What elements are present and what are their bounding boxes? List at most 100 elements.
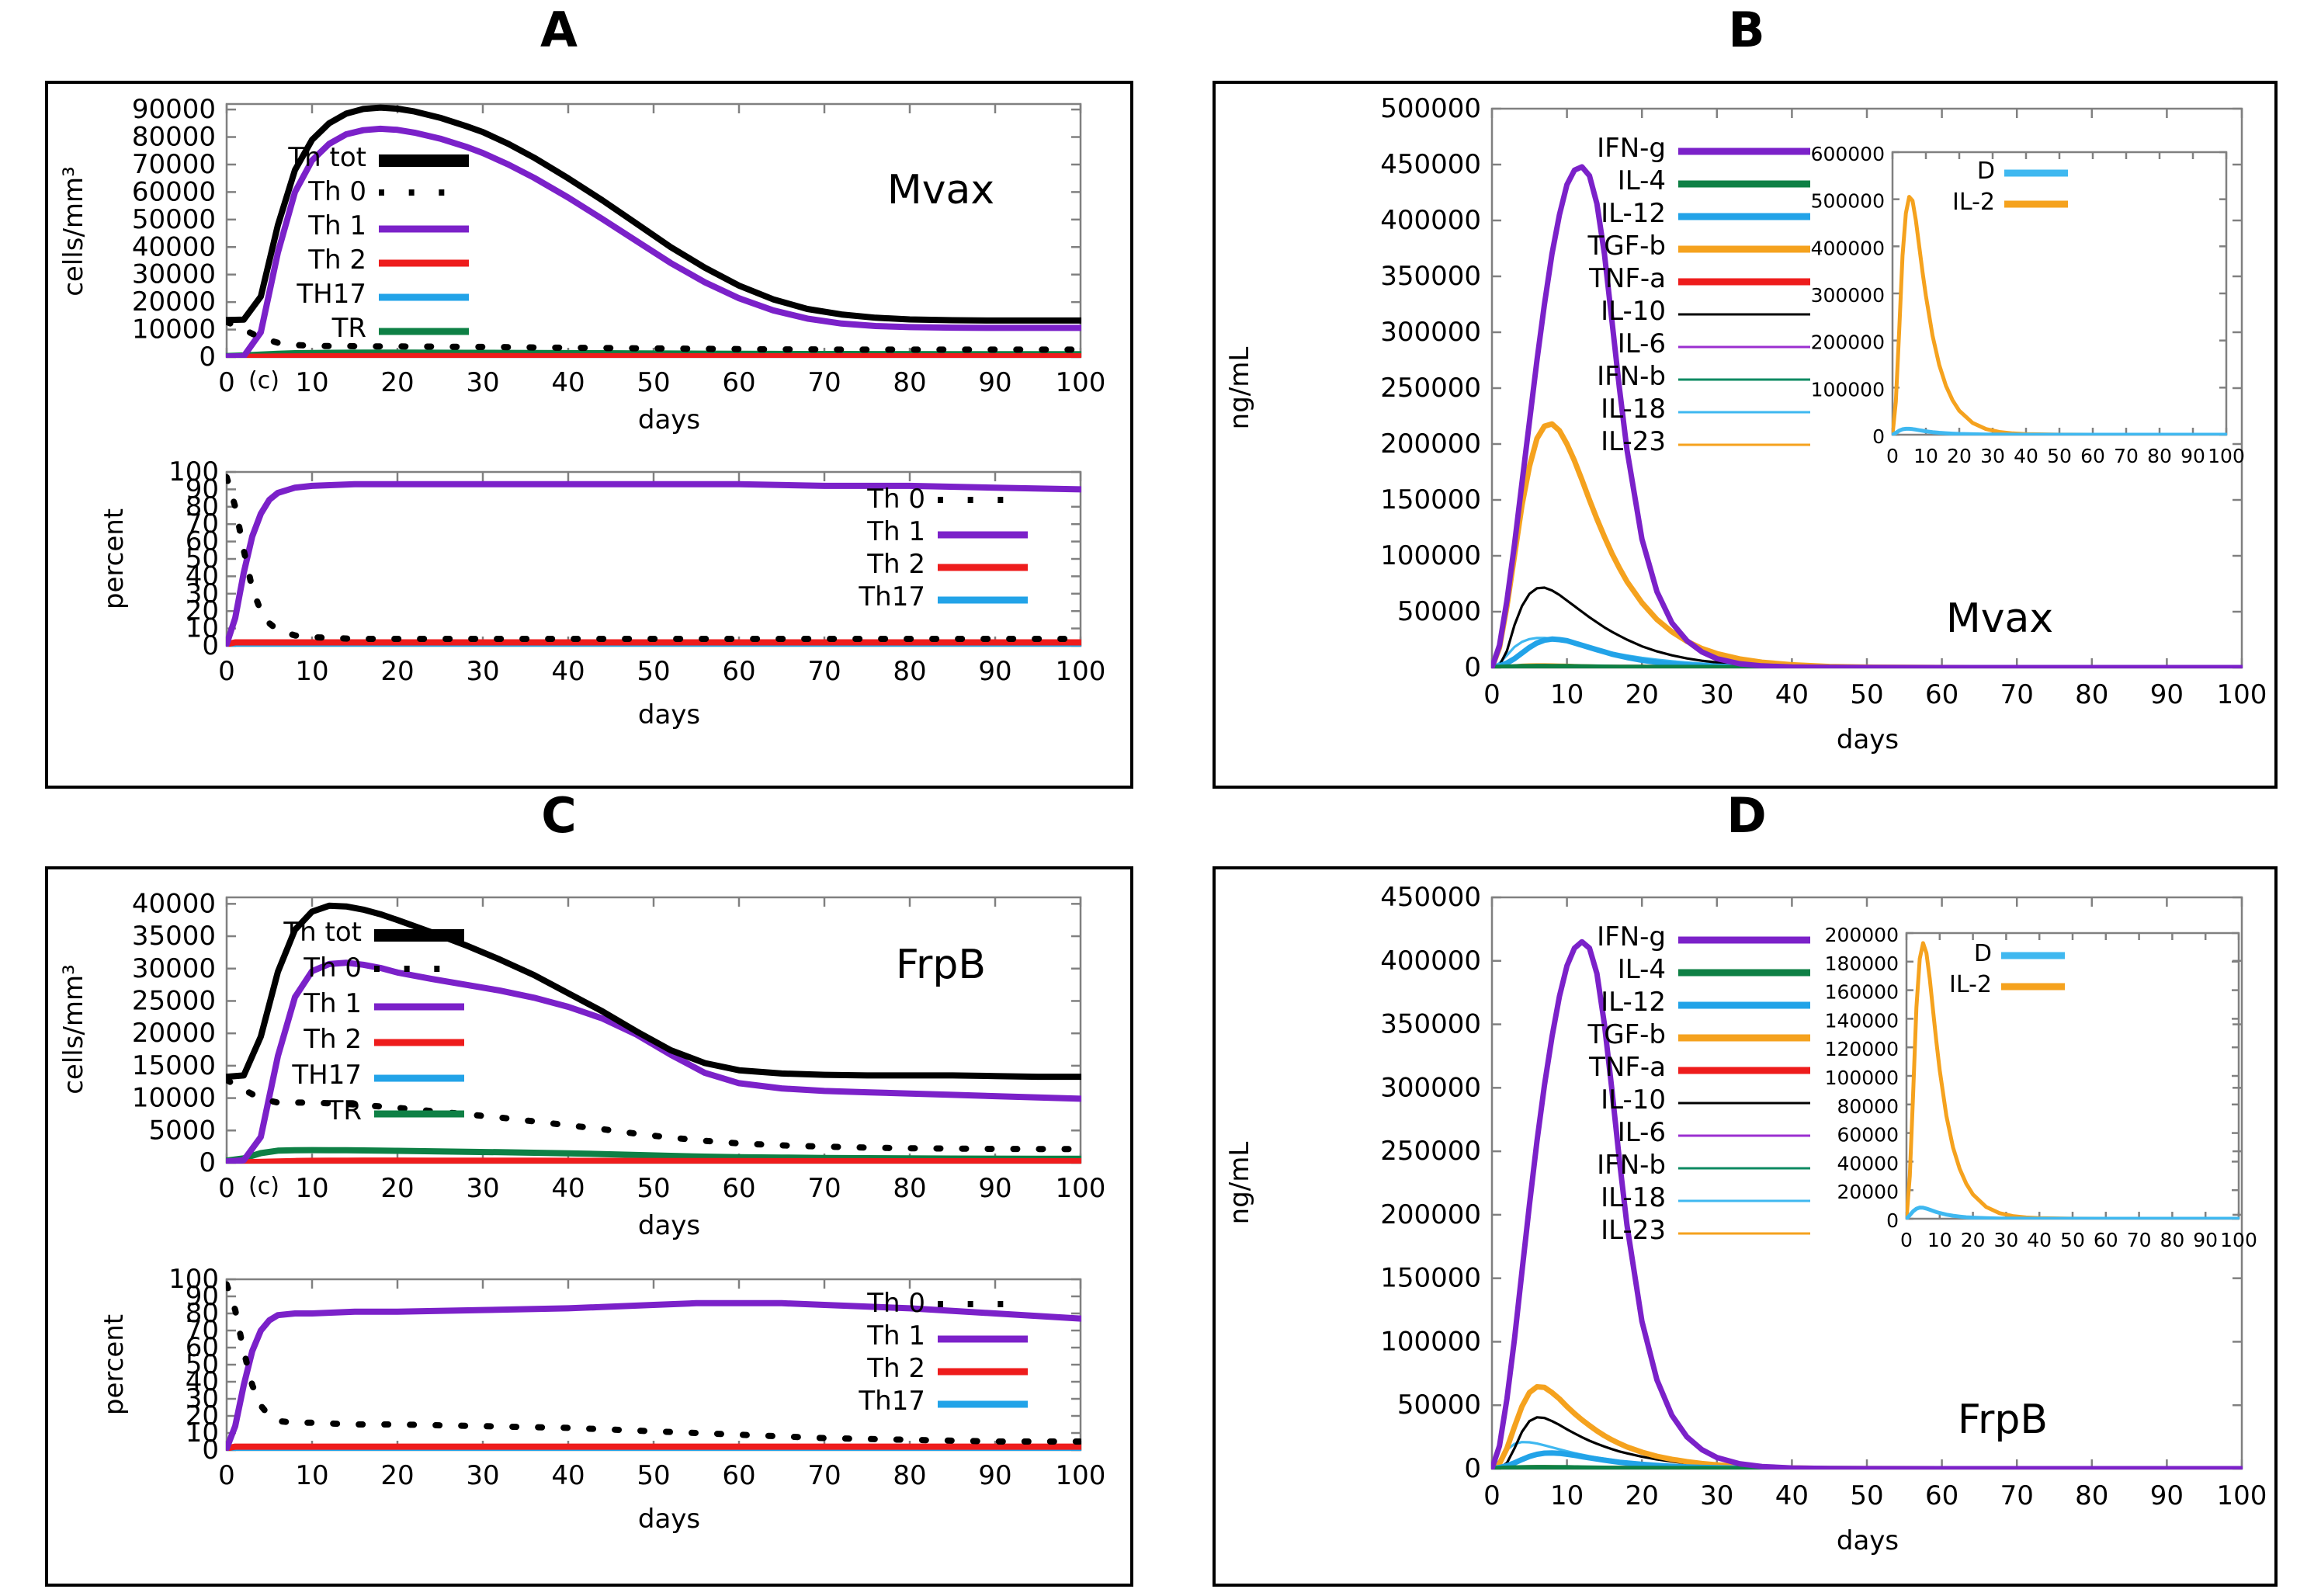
legend-item: IL-23 [1601,1215,1810,1246]
legend-item: Th 2 [307,245,469,276]
panel-d: 0 50000 100000 150000 200000 250000 300000 3500… [1213,866,2278,1587]
y-tick-label: 0 [202,1435,219,1466]
legend-key-dot [374,966,380,972]
frpb-annotation: FrpB [1958,1396,2048,1443]
y-tick-label: 90000 [132,94,216,125]
y-tick-label: 20 [186,1400,219,1431]
y-tick-label: 60 [186,526,219,557]
legend-label: TGF-b [1587,1019,1666,1050]
panel-a: 0 10000 20000 30000 40000 50000 60000 70000 8000… [45,81,1133,789]
x-tick-label: 10 [295,1173,328,1204]
legend-item: TNF-a [1588,1052,1810,1083]
x-tick-label: 40 [1775,1480,1809,1511]
x-tick-label: 10 [295,1460,328,1491]
y-tick-label: 400000 [1811,237,1885,259]
x-tick-label: 0 [1483,679,1500,710]
legend-item: Th17 [858,1386,1028,1417]
legend-item: IL-18 [1601,394,1810,425]
legend-item: Th 0 [307,176,445,207]
x-tick-label: 40 [551,1460,585,1491]
x-tick-label: 30 [466,1460,499,1491]
y-axis-title: percent [99,508,130,609]
legend-item: D [1974,940,2065,967]
y-tick-label: 80000 [132,122,216,153]
legend-item: IL-6 [1618,1117,1810,1148]
legend-key-dot [967,497,973,503]
c-top-legend: Th tot Th 0 Th 1 Th 2 TH17 TR [283,917,464,1126]
curves-group [226,104,1081,358]
x-tick-label: 70 [2114,445,2139,467]
b-main-legend: IFN-gIL-4IL-12TGF-bTNF-aIL-10IL-6IFN-bIL… [1587,133,1810,457]
y-tick-label: 0 [1886,1209,1899,1232]
paren-note: (c) [248,1173,279,1200]
x-tick-label: 100 [2217,1480,2267,1511]
legend-item: IL-10 [1601,296,1810,327]
curves-group [1491,939,2243,1469]
legend-label: IL-12 [1601,198,1666,229]
curve-th-2 [226,639,1081,647]
legend-item: IL-4 [1618,954,1810,985]
y-tick-label: 30000 [132,259,216,290]
legend-label: TH17 [296,279,366,310]
y-tick-label: 40000 [132,888,216,919]
curve-ifn-g [1491,939,2243,1469]
y-tick-label: 450000 [1380,882,1481,913]
x-tick-label: 80 [893,656,926,687]
x-tick-label: 0 [218,1173,235,1204]
y-tick-label: 15000 [132,1050,216,1081]
y-tick-label: 0 [1464,652,1481,683]
legend-item: TGF-b [1587,231,1810,262]
mvax-annotation: Mvax [887,167,994,213]
d-main: 0500001000001500002000002500003000003500… [1380,882,2267,1511]
legend-item: IFN-g [1597,921,1810,952]
y-tick-label: 10 [186,1417,219,1449]
y-tick-label: 500000 [1380,93,1481,124]
legend-label: TNF-a [1588,263,1666,294]
curve-il-2 [1892,195,2227,435]
legend-label: IL-18 [1601,1182,1666,1213]
legend-label: IL-23 [1601,1215,1666,1246]
x-tick-label: 0 [1483,1480,1500,1511]
mvax-annotation: Mvax [1946,595,2053,642]
legend-item: Th tot [283,917,464,948]
x-tick-label: 90 [2150,1480,2184,1511]
y-tick-label: 50000 [132,204,216,235]
legend-label: IL-2 [1949,971,1992,998]
y-tick-label: 100 [168,456,219,487]
plot-frame [225,470,1082,647]
b-inset-legend: D IL-2 [1952,158,2068,216]
legend-label: Th tot [287,142,366,173]
x-tick-label: 70 [2000,1480,2034,1511]
curve-d [1892,426,2227,435]
panel-letter-b: B [1728,2,1765,58]
y-tick-label: 160000 [1825,981,1899,1004]
curve-th-0 [226,1077,1081,1153]
x-tick-label: 20 [1961,1229,1986,1251]
curve-th-1 [226,125,1081,358]
legend-label: D [1977,158,1995,185]
x-tick-label: 10 [1550,1480,1584,1511]
y-tick-label: 90 [186,1281,219,1312]
curve-th-2 [226,1157,1081,1164]
b-inset: 0 100000 200000 300000 400000 500000 600000 0 10… [1811,143,2245,467]
legend-label: Th 2 [866,1353,925,1384]
y-tick-label: 140000 [1825,1009,1899,1032]
y-tick-label: 100000 [1380,1326,1481,1357]
panel-b: 0 50000 100000 150000 200000 250000 300000 3500… [1213,81,2278,789]
y-tick-label: 200000 [1380,428,1481,460]
panel-b-plot: 0500001000001500002000002500003000003500… [1224,93,2267,755]
legend-item: IL-23 [1601,426,1810,457]
x-tick-label: 100 [1056,1173,1106,1204]
legend-item: D [1977,158,2068,185]
d-main-legend: IFN-gIL-4IL-12TGF-bTNF-aIL-10IL-6IFN-bIL… [1587,921,1810,1246]
y-tick-label: 500000 [1811,190,1885,213]
y-tick-label: 50000 [1397,1390,1481,1421]
x-tick-label: 80 [893,367,926,398]
x-tick-label: 30 [1700,679,1733,710]
curve-tgf-b [1491,1384,2243,1469]
curves-group [1906,941,2239,1220]
y-tick-label: 40 [186,560,219,592]
